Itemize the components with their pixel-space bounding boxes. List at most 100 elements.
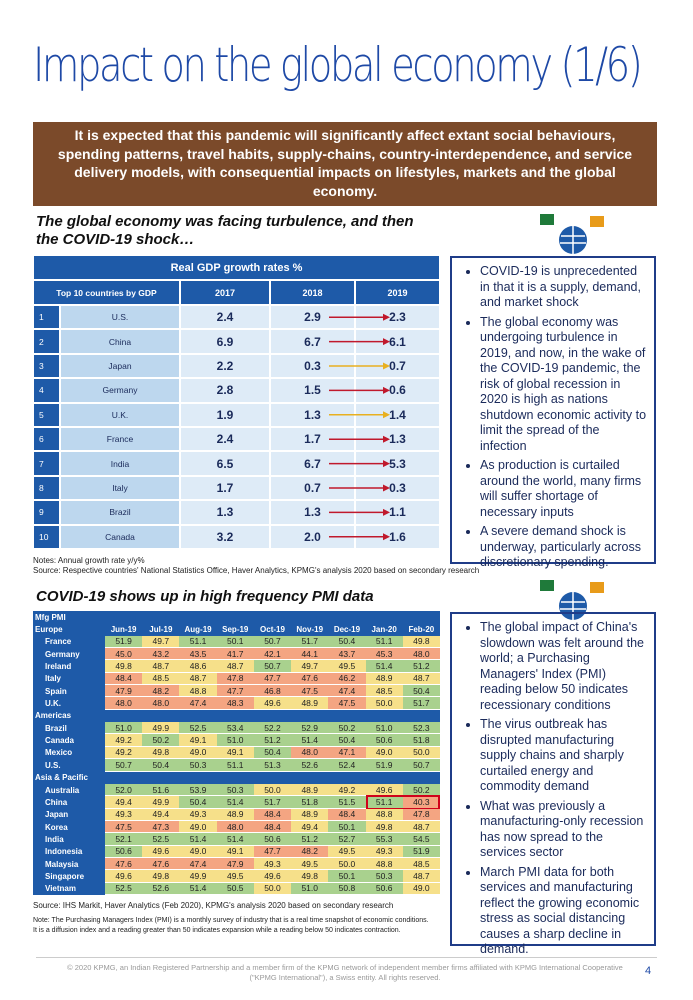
pmi-cell: 48.7 [216, 660, 254, 673]
pmi-cell: 50.0 [365, 697, 403, 710]
pmi-cell: 45.3 [365, 648, 403, 661]
month-header: Sep-19 [222, 625, 249, 635]
pmi-cell: 52.1 [105, 833, 143, 846]
pmi-cell: 49.4 [105, 796, 143, 809]
pmi-cell: 51.8 [291, 796, 329, 809]
pmi-cell: 51.4 [216, 833, 254, 846]
group-fill [105, 771, 440, 784]
table-cell: 2.4 [180, 427, 270, 452]
pmi-cell: 49.4 [291, 820, 329, 834]
pmi-cell: 47.3 [142, 820, 180, 834]
pmi-cell: 52.5 [105, 882, 143, 895]
group-label: Asia & Pacific [33, 771, 105, 784]
month-header: Nov-19 [296, 625, 324, 635]
pmi-cell: 48.4 [105, 672, 143, 686]
table-cell: 0.3 [270, 353, 355, 379]
pmi-cell: 50.7 [253, 660, 292, 673]
page-title: Impact on the global economy (1/6) [33, 38, 643, 93]
country: Vietnam [33, 882, 105, 895]
pmi-cell: 49.9 [142, 796, 180, 809]
icon [540, 214, 604, 254]
table-cell: 1.3 [180, 500, 270, 525]
pmi-cell: 48.9 [291, 783, 329, 797]
pmi-notes: Source: IHS Markit, Haver Analytics (Feb… [33, 901, 429, 936]
pmi-cell: 49.0 [402, 882, 440, 895]
section-heading: COVID-19 shows up in high frequency PMI … [36, 588, 374, 605]
pmi-cell: 51.1 [216, 759, 254, 772]
pmi-cell: 44.1 [291, 648, 329, 661]
pmi-cell: 49.3 [253, 857, 292, 871]
pmi-cell: 48.7 [402, 820, 440, 834]
country: U.S. [33, 759, 105, 772]
pmi-cell: 48.9 [291, 808, 329, 821]
table-label: Mfg PMI [33, 611, 440, 624]
pmi-cell: 48.2 [291, 845, 329, 858]
pmi-cell: 51.9 [402, 845, 440, 858]
pmi-cell: 48.0 [291, 746, 329, 760]
bullet: COVID-19 is unprecedented in that it is … [480, 264, 648, 311]
bullet: The virus outbreak has disrupted manufac… [480, 717, 648, 795]
pmi-cell: 49.0 [179, 820, 217, 834]
month-header: Dec-19 [333, 625, 361, 635]
note: It is a diffusion index and a reading gr… [33, 927, 401, 934]
footer: © 2020 KPMG, an Indian Registered Partne… [67, 963, 623, 982]
bullet: As production is curtailed around the wo… [480, 458, 648, 520]
table-cell: 7 [33, 451, 60, 476]
table-cell: U.S. [60, 305, 180, 330]
pmi-cell: 50.7 [253, 635, 292, 649]
pmi-cell: 49.6 [142, 845, 180, 858]
pmi-cell: 52.2 [253, 722, 292, 735]
pmi-cell: 50.6 [365, 882, 403, 895]
pmi-cell: 51.9 [365, 759, 403, 772]
pmi-cell: 52.4 [328, 759, 366, 772]
table-cell: 4 [33, 378, 60, 403]
month-header: Jul-19 [149, 625, 173, 635]
pmi-cell: 49.0 [179, 746, 217, 760]
table-cell: 2.9 [270, 305, 355, 330]
pmi-cell: 50.0 [253, 783, 292, 797]
pmi-cell: 49.5 [216, 870, 254, 883]
pmi-cell: 41.7 [216, 648, 254, 661]
pmi-cell: 48.7 [402, 870, 440, 883]
table-cell: 2.3 [355, 305, 440, 330]
table-cell: 6.9 [180, 329, 270, 354]
pmi-cell: 50.0 [402, 746, 440, 760]
pmi-cell: 54.5 [402, 833, 440, 846]
pmi-cell: 50.1 [328, 820, 366, 834]
pmi-cell: 50.3 [179, 759, 217, 772]
pmi-cell: 46.8 [253, 685, 292, 698]
pmi-cell: 50.3 [365, 870, 403, 883]
pmi-cell: 48.8 [365, 808, 403, 821]
pmi-cell: 51.1 [365, 635, 403, 649]
pmi-cell: 48.7 [142, 660, 180, 673]
country: U.K. [33, 697, 105, 710]
pmi-cell: 51.8 [402, 734, 440, 747]
table-cell: 6.7 [270, 451, 355, 476]
pmi-cell: 47.9 [105, 685, 143, 698]
country: Indonesia [33, 845, 105, 858]
pmi-cell: 49.1 [179, 734, 217, 747]
group-fill [105, 709, 440, 723]
pmi-cell: 50.6 [105, 845, 143, 858]
pmi-cell: 49.9 [142, 722, 180, 735]
month-header: Oct-19 [260, 625, 285, 635]
table-cell: 2.2 [180, 353, 270, 379]
table-cell: 6.5 [180, 451, 270, 476]
pmi-cell: 50.2 [328, 722, 366, 735]
pmi-cell: 51.7 [253, 796, 292, 809]
table-cell: Canada [60, 524, 180, 549]
table-cell: 3 [33, 353, 60, 379]
table-cell: 2.4 [180, 305, 270, 330]
table-header: Top 10 countries by GDP [33, 280, 180, 305]
table-cell: 1.5 [270, 378, 355, 403]
pmi-cell: 49.8 [142, 746, 180, 760]
pmi-cell: 47.6 [291, 672, 329, 686]
pmi-cell: 47.6 [142, 857, 180, 871]
pmi-cell: 48.9 [216, 808, 254, 821]
table-cell: 6 [33, 427, 60, 452]
table-cell: 8 [33, 475, 60, 501]
pmi-cell: 50.6 [253, 833, 292, 846]
bullet: A severe demand shock is underway, parti… [480, 524, 648, 571]
pmi-cell: 51.4 [179, 833, 217, 846]
